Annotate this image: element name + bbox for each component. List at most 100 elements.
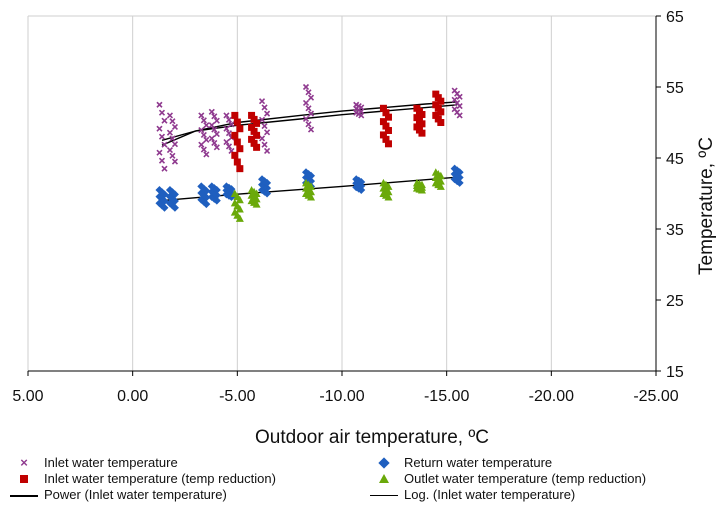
x-marker-stroke [166, 146, 173, 154]
square-marker [382, 122, 390, 130]
tick-labels: 5.00 0.00 -5.00 -10.00 -15.00 -20.00 -25.00 15 2… [12, 9, 683, 405]
x-marker [169, 135, 176, 142]
x-marker [161, 117, 168, 124]
x-marker-stroke [208, 122, 215, 129]
x-marker [208, 122, 215, 129]
x-marker [200, 146, 207, 153]
x-marker-stroke [213, 144, 220, 151]
square-marker [413, 104, 421, 112]
x-marker [302, 83, 310, 91]
legend: × Inlet water temperature Inlet water te… [0, 452, 721, 507]
x-marker-stroke [263, 110, 271, 117]
x-marker-stroke [225, 143, 233, 150]
thin-line-icon [370, 488, 398, 502]
x-marker [225, 143, 233, 150]
x-marker [158, 157, 166, 164]
legend-item-log: Log. (Inlet water temperature) [370, 488, 575, 502]
x-marker [171, 158, 179, 165]
x-marker-stroke [223, 125, 230, 132]
x-marker-stroke [161, 141, 168, 148]
x-marker-stroke [302, 115, 310, 123]
x-axis-title: Outdoor air temperature, ºC [255, 427, 489, 448]
x-marker [307, 110, 315, 117]
x-marker-stroke [203, 122, 210, 129]
x-marker-stroke [211, 139, 218, 146]
square-marker [382, 135, 390, 143]
x-tick-label: -5.00 [219, 388, 256, 405]
square-marker [384, 126, 392, 134]
square-marker [379, 118, 387, 126]
diamond-marker [207, 182, 216, 191]
x-marker [166, 146, 173, 154]
x-marker-stroke [225, 130, 233, 137]
triangle-marker [379, 178, 388, 187]
x-marker-stroke [223, 138, 230, 146]
legend-item-return: Return water temperature [370, 456, 552, 470]
x-marker-stroke [169, 135, 176, 142]
x-marker-stroke [307, 94, 315, 101]
x-marker [208, 135, 215, 142]
square-marker [384, 140, 392, 148]
x-marker [261, 122, 268, 130]
square-marker [434, 104, 442, 112]
x-marker [213, 144, 220, 151]
x-marker [263, 110, 271, 117]
legend-label: Return water temperature [404, 455, 553, 470]
triangle-marker [230, 189, 239, 197]
x-marker-stroke [208, 135, 215, 142]
y-tick-label: 35 [666, 222, 684, 239]
x-marker-stroke [263, 147, 271, 154]
square-marker [434, 115, 442, 123]
x-marker-stroke [158, 157, 166, 164]
x-marker-stroke [166, 129, 173, 136]
x-marker [305, 105, 312, 112]
x-marker-stroke [156, 149, 163, 156]
square-marker [236, 125, 244, 133]
x-marker-stroke [169, 118, 176, 125]
square-marker [250, 139, 258, 147]
square-marker [248, 111, 256, 119]
legend-label: Log. (Inlet water temperature) [404, 487, 576, 502]
x-marker [258, 135, 266, 142]
square-marker [384, 113, 392, 121]
x-marker-stroke [158, 133, 166, 140]
x-marker [169, 118, 176, 125]
x-marker-stroke [456, 112, 463, 119]
x-marker-stroke [454, 99, 461, 107]
x-marker-stroke [156, 125, 163, 132]
x-marker [156, 101, 163, 108]
triangle-marker [412, 178, 421, 187]
axes [27, 15, 661, 376]
triangle-marker [230, 198, 239, 207]
x-marker-stroke [225, 116, 233, 123]
legend-label: Power (Inlet water temperature) [44, 487, 227, 502]
triangle-marker-icon [370, 472, 398, 486]
diamond-marker [197, 182, 206, 191]
x-marker [258, 116, 266, 123]
square-marker [248, 135, 256, 143]
x-marker [451, 106, 458, 113]
square-marker [233, 138, 241, 146]
x-marker [200, 131, 207, 138]
x-marker-stroke [261, 122, 268, 130]
x-marker-stroke [456, 103, 463, 110]
triangle-marker [247, 185, 256, 194]
x-marker-stroke [200, 131, 207, 138]
diamond-marker [301, 168, 310, 177]
x-marker [261, 104, 268, 111]
x-marker-stroke [307, 110, 315, 117]
x-marker-stroke [166, 112, 173, 119]
square-marker [413, 123, 421, 131]
x-marker [203, 122, 210, 129]
x-marker-stroke [302, 99, 310, 107]
scatter-chart: 5.00 0.00 -5.00 -10.00 -15.00 -20.00 -25.00 15 2… [12, 9, 717, 448]
x-marker-stroke [171, 158, 179, 165]
x-marker [208, 108, 215, 115]
x-marker [225, 116, 233, 123]
x-marker [307, 94, 315, 101]
thick-line-icon [10, 488, 38, 502]
x-marker-stroke [161, 117, 168, 124]
x-marker [223, 112, 230, 119]
x-marker-stroke [213, 117, 220, 124]
x-marker [451, 87, 458, 94]
